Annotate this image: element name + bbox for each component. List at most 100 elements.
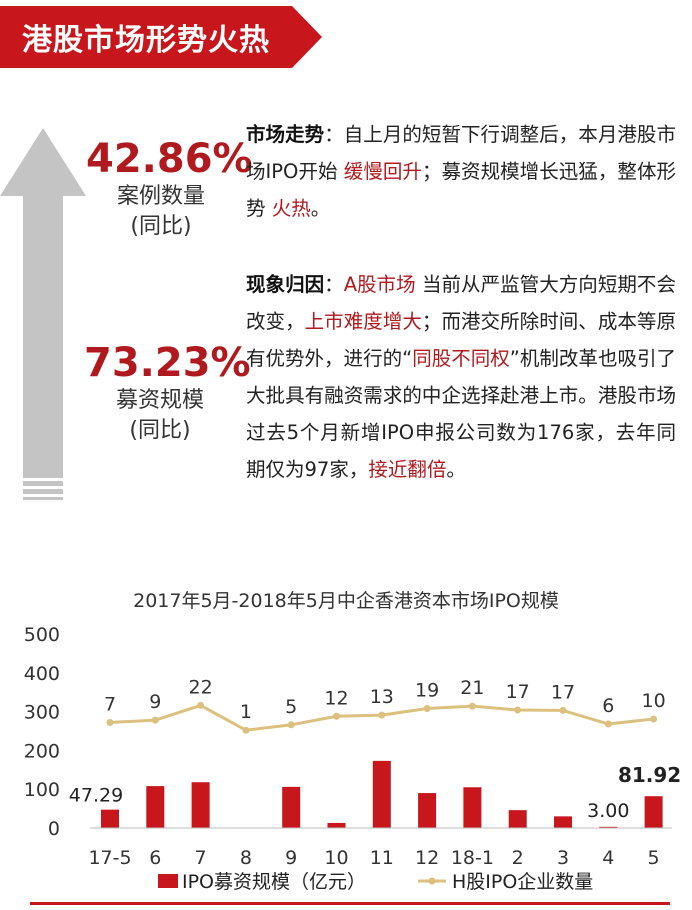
bar-data-label: 3.00 — [587, 800, 629, 822]
paragraph-market-trend: 市场走势：自上月的短暂下行调整后，本月港股市场IPO开始 缓慢回升；募资规模增长… — [246, 116, 676, 227]
line-data-label: 5 — [285, 696, 297, 718]
line-data-label: 17 — [551, 681, 575, 703]
paragraph-text: 。 — [446, 458, 466, 481]
line-data-label: 1 — [240, 701, 252, 723]
stat-label: 募资规模 — [115, 388, 204, 413]
line-point — [423, 704, 431, 712]
line-point — [151, 716, 159, 724]
paragraph-text: 。 — [310, 197, 331, 220]
legend-line-label: H股IPO企业数量 — [452, 871, 593, 893]
paragraph-text: 当前从严监管大方向短期不会改变， — [246, 273, 676, 333]
highlight-text: 同股不同权 — [412, 347, 510, 370]
stat-funding: 73.23% 募资规模 (同比) — [84, 340, 251, 446]
bar — [599, 826, 618, 828]
line-point — [378, 711, 386, 719]
arrow-stripe — [23, 478, 63, 481]
x-tick-label: 2 — [512, 847, 524, 869]
legend-bar-label: IPO募资规模（亿元） — [182, 871, 366, 893]
bar-data-label: 47.29 — [69, 785, 123, 807]
x-tick-label: 12 — [415, 847, 439, 869]
y-tick-label: 200 — [24, 740, 60, 762]
y-tick-label: 0 — [48, 818, 60, 840]
highlight-text: 缓慢回升 — [343, 160, 422, 183]
chart-title: 2017年5月-2018年5月中企香港资本市场IPO规模 — [133, 590, 559, 612]
paragraph-text: ；募资规模增长迅猛，整体形势 — [246, 160, 676, 220]
paragraph-text: ： — [324, 273, 344, 296]
bar — [644, 796, 663, 828]
page-title: 港股市场形势火热 — [22, 23, 270, 58]
line-point — [242, 726, 250, 734]
paragraph-heading: 市场走势 — [246, 123, 325, 146]
line-point — [197, 701, 205, 709]
y-tick-label: 300 — [24, 702, 60, 724]
arrow-stripe — [23, 494, 63, 497]
bar — [282, 786, 301, 828]
line-data-label: 19 — [415, 679, 439, 701]
bar — [418, 793, 437, 828]
bar — [146, 786, 165, 828]
x-tick-label: 8 — [240, 847, 252, 869]
y-tick-label: 400 — [24, 663, 60, 685]
line-data-label: 17 — [506, 681, 530, 703]
stat-value: 73.23% — [84, 340, 251, 386]
x-tick-label: 9 — [285, 847, 297, 869]
stat-label-note: (同比) — [129, 418, 191, 443]
line-point — [333, 712, 340, 720]
highlight-text: 接近翻倍 — [368, 458, 447, 481]
x-tick-label: 7 — [195, 847, 207, 869]
legend-bar-swatch — [158, 874, 178, 888]
bottom-divider — [30, 902, 670, 905]
line-point — [559, 706, 567, 714]
paragraph-text: ；而港交所除时间、成本等原有优势外，进行的“ — [246, 310, 676, 370]
highlight-text: 上市难度增大 — [304, 310, 422, 333]
stat-label: 案例数量 — [116, 184, 205, 209]
x-tick-label: 11 — [370, 847, 394, 869]
bar — [372, 760, 391, 828]
arrow-stripe — [23, 486, 63, 489]
y-tick-label: 100 — [24, 779, 60, 801]
bar-data-label: 81.92 — [618, 763, 681, 787]
highlight-text: 火热 — [271, 197, 311, 220]
line-data-label: 9 — [149, 691, 161, 713]
paragraph-text: ”机制改革也吸引了大批具有融资需求的中企选择赴港上市。港股市场过去5个月新增IP… — [246, 347, 676, 481]
arrow-head — [0, 128, 86, 500]
paragraph-text: ：自上月的短暂下行调整后，本月港股市场IPO开始 — [246, 123, 676, 183]
line-data-label: 21 — [460, 677, 484, 699]
highlight-text: A股市场 — [343, 273, 416, 296]
line-point — [106, 718, 114, 726]
line-data-label: 12 — [324, 687, 348, 709]
line-point — [650, 715, 658, 723]
paragraph-heading: 现象归因 — [246, 273, 325, 296]
bar — [508, 810, 527, 828]
y-tick-label: 500 — [24, 624, 60, 646]
line-point — [604, 720, 612, 728]
bar — [554, 816, 572, 828]
line-data-label: 7 — [104, 693, 116, 715]
x-tick-label: 5 — [648, 847, 660, 869]
x-tick-label: 17-5 — [88, 847, 131, 869]
bar — [463, 787, 482, 828]
x-tick-label: 6 — [149, 847, 161, 869]
bar — [327, 822, 346, 828]
line-data-label: 13 — [370, 686, 394, 708]
ipo-chart: 0 100 200 300 400 500 17-5 6 7 8 9 10 11 12 18-1 2 3 4 5 47… — [24, 624, 681, 893]
x-tick-label: 4 — [602, 847, 614, 869]
x-tick-label: 3 — [557, 847, 569, 869]
stat-cases: 42.86% 案例数量 (同比) — [86, 136, 253, 242]
line-data-label: 10 — [642, 690, 666, 712]
line-point — [514, 706, 522, 714]
x-tick-label: 10 — [324, 847, 348, 869]
up-arrow-icon — [0, 128, 86, 500]
legend-line-marker — [428, 877, 436, 885]
paragraph-causes: 现象归因：A股市场 当前从严监管大方向短期不会改变，上市难度增大；而港交所除时间… — [246, 266, 676, 488]
bar — [101, 809, 119, 828]
line-data-label: 6 — [602, 695, 614, 717]
stat-value: 42.86% — [86, 136, 253, 182]
x-tick-label: 18-1 — [451, 847, 494, 869]
stat-label-note: (同比) — [130, 214, 192, 239]
bar — [191, 782, 210, 828]
line-data-label: 22 — [189, 676, 213, 698]
line-point — [287, 721, 295, 729]
header-banner: 港股市场形势火热 — [0, 6, 322, 68]
line-point — [468, 702, 476, 710]
